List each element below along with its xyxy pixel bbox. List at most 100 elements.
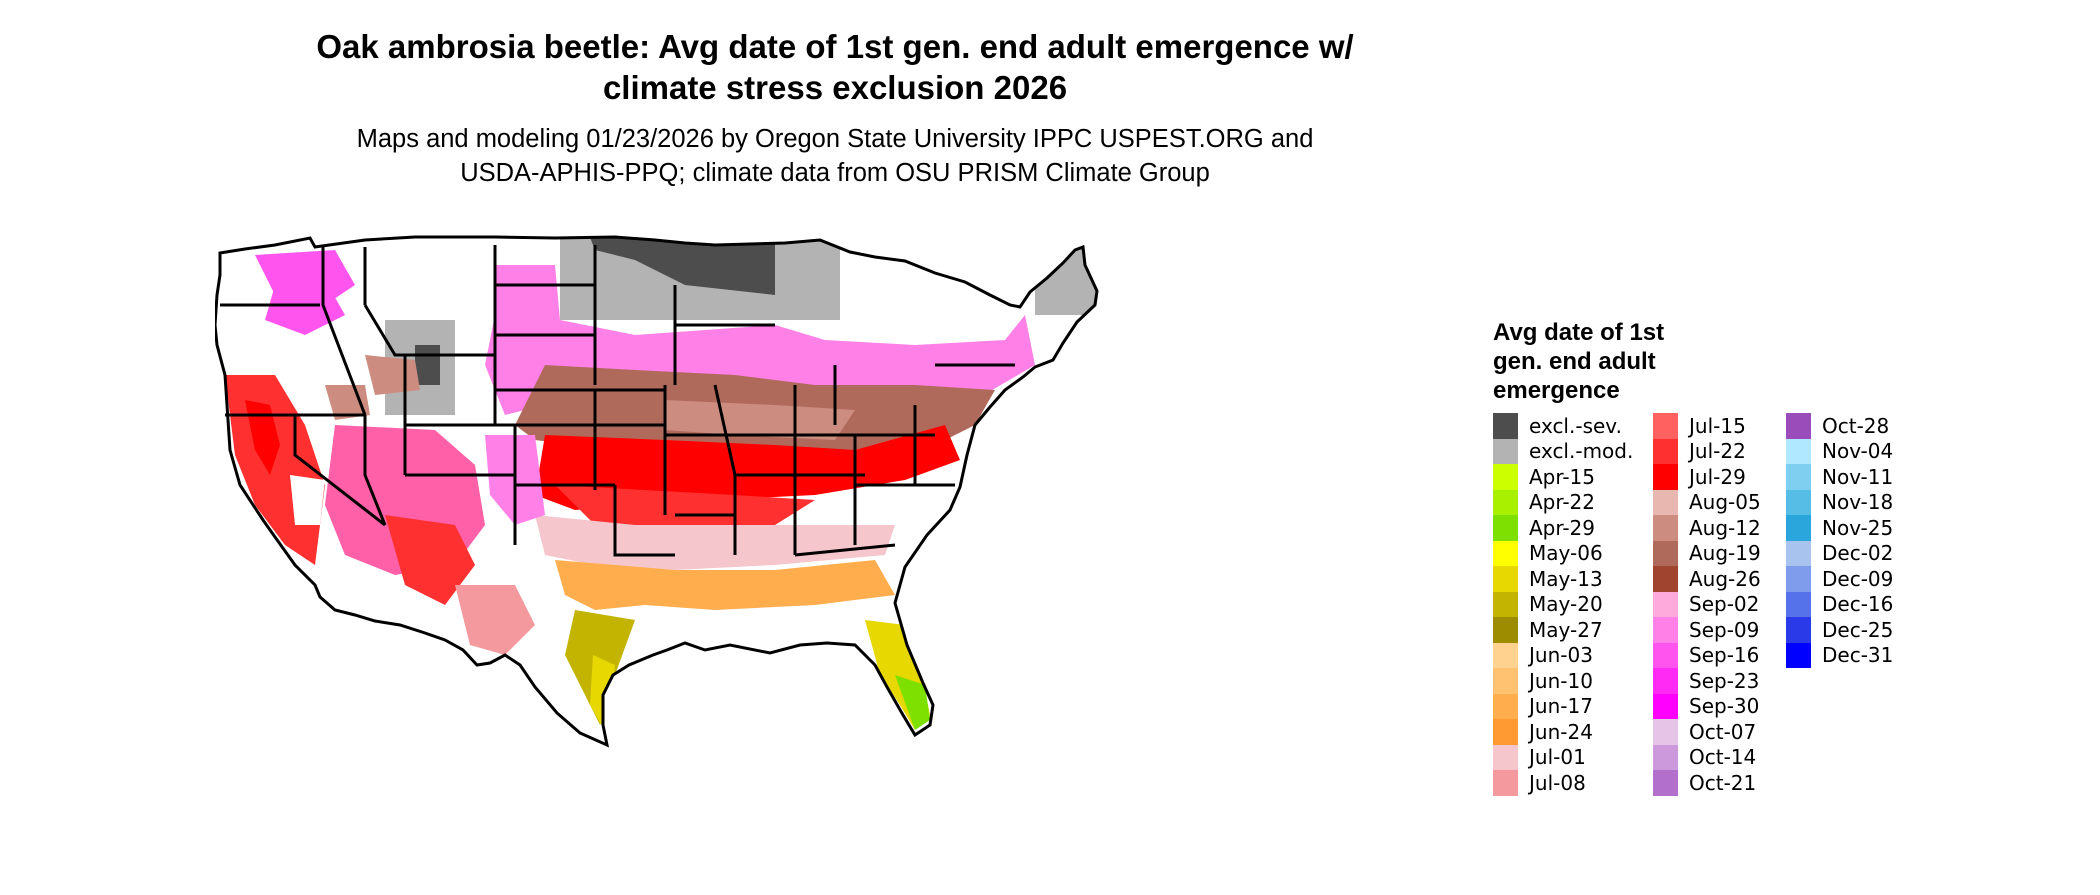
legend-swatch bbox=[1786, 464, 1811, 490]
legend-label: Dec-16 bbox=[1822, 592, 1894, 617]
legend-item: Nov-18 bbox=[1786, 489, 1894, 515]
legend-label: Jul-01 bbox=[1529, 745, 1586, 770]
legend-swatch bbox=[1653, 642, 1678, 668]
legend-item: Dec-25 bbox=[1786, 617, 1893, 643]
legend-label: Apr-22 bbox=[1529, 490, 1595, 515]
legend-label: Sep-23 bbox=[1689, 668, 1760, 693]
legend-swatch bbox=[1493, 770, 1518, 796]
legend-swatch bbox=[1653, 744, 1678, 770]
legend-swatch bbox=[1493, 719, 1518, 745]
legend-swatch bbox=[1493, 744, 1518, 770]
legend-swatch bbox=[1493, 617, 1518, 643]
legend-swatch bbox=[1653, 668, 1678, 694]
legend-item: Sep-16 bbox=[1653, 642, 1761, 668]
legend-column-3: Oct-28 Nov-04 Nov-11 Nov-18 Nov-25 Dec-02 Dec-… bbox=[1786, 413, 1893, 668]
legend-swatch bbox=[1653, 540, 1678, 566]
legend-item: Jun-17 bbox=[1493, 693, 1633, 719]
legend-label: May-06 bbox=[1529, 541, 1603, 566]
legend-title-line: emergence bbox=[1493, 377, 1620, 404]
legend-item: Jun-24 bbox=[1493, 719, 1633, 745]
legend-swatch bbox=[1786, 540, 1811, 566]
legend-item: Nov-11 bbox=[1786, 464, 1893, 490]
legend-item: Dec-31 bbox=[1786, 642, 1894, 668]
legend-swatch bbox=[1493, 438, 1518, 464]
legend-label: Sep-30 bbox=[1689, 694, 1760, 719]
legend-item: May-20 bbox=[1493, 591, 1633, 617]
legend-swatch bbox=[1493, 413, 1518, 439]
legend-label: Aug-12 bbox=[1689, 515, 1761, 540]
legend-swatch bbox=[1493, 693, 1518, 719]
legend-label: May-13 bbox=[1529, 566, 1603, 591]
legend-item: Jul-08 bbox=[1493, 770, 1633, 796]
legend-swatch bbox=[1653, 438, 1678, 464]
legend-label: Nov-25 bbox=[1822, 515, 1894, 540]
legend-item: Sep-30 bbox=[1653, 693, 1761, 719]
legend-label: Jul-29 bbox=[1689, 464, 1746, 489]
state-boundaries bbox=[213, 235, 1099, 748]
legend-item: Aug-05 bbox=[1653, 489, 1761, 515]
legend-label: Apr-15 bbox=[1529, 464, 1595, 489]
legend-item: Jun-10 bbox=[1493, 668, 1633, 694]
legend-swatch bbox=[1493, 566, 1518, 592]
legend-swatch bbox=[1653, 693, 1678, 719]
legend-label: excl.-mod. bbox=[1529, 439, 1634, 464]
map-title: Oak ambrosia beetle: Avg date of 1st gen… bbox=[210, 26, 1460, 108]
legend-item: Jun-03 bbox=[1493, 642, 1633, 668]
emergence-date-zones bbox=[215, 237, 1097, 745]
legend-label: Aug-05 bbox=[1689, 490, 1761, 515]
legend-item: Nov-25 bbox=[1786, 515, 1893, 541]
legend-swatch bbox=[1493, 668, 1518, 694]
legend-item: Dec-02 bbox=[1786, 540, 1893, 566]
legend-label: excl.-sev. bbox=[1529, 413, 1622, 438]
legend-label: Oct-07 bbox=[1689, 719, 1757, 744]
legend-swatch bbox=[1786, 591, 1811, 617]
legend-item: May-06 bbox=[1493, 540, 1633, 566]
legend-item: Apr-15 bbox=[1493, 464, 1633, 490]
map-title-line-1: Oak ambrosia beetle: Avg date of 1st gen… bbox=[316, 28, 1354, 65]
legend-swatch bbox=[1653, 617, 1678, 643]
legend-swatch bbox=[1653, 489, 1678, 515]
legend-label: Sep-02 bbox=[1689, 592, 1760, 617]
legend-item: Nov-04 bbox=[1786, 438, 1894, 464]
legend-item: excl.-sev. bbox=[1493, 413, 1633, 439]
legend-label: Jun-24 bbox=[1529, 719, 1593, 744]
legend-swatch bbox=[1493, 591, 1518, 617]
us-map-svg bbox=[213, 235, 1099, 748]
legend-label: Jul-08 bbox=[1529, 770, 1586, 795]
legend-swatch bbox=[1653, 464, 1678, 490]
legend-item: excl.-mod. bbox=[1493, 438, 1634, 464]
legend-label: May-20 bbox=[1529, 592, 1603, 617]
legend-label: Jul-22 bbox=[1689, 439, 1746, 464]
legend-item: Sep-02 bbox=[1653, 591, 1761, 617]
legend-item: May-27 bbox=[1493, 617, 1633, 643]
legend-swatch bbox=[1786, 515, 1811, 541]
legend-item: Aug-26 bbox=[1653, 566, 1761, 592]
legend-item: Sep-09 bbox=[1653, 617, 1761, 643]
legend-label: Nov-18 bbox=[1822, 490, 1894, 515]
legend-label: Sep-16 bbox=[1689, 643, 1760, 668]
legend-item: Apr-29 bbox=[1493, 515, 1633, 541]
legend-label: Nov-11 bbox=[1822, 464, 1894, 489]
legend-swatch bbox=[1653, 719, 1678, 745]
legend-label: Jul-15 bbox=[1689, 413, 1746, 438]
legend-item: Aug-12 bbox=[1653, 515, 1761, 541]
legend-label: Jun-17 bbox=[1529, 694, 1593, 719]
legend-label: Aug-26 bbox=[1689, 566, 1761, 591]
legend-label: Dec-25 bbox=[1822, 617, 1894, 642]
legend-item: Dec-09 bbox=[1786, 566, 1893, 592]
legend-label: Dec-31 bbox=[1822, 643, 1894, 668]
legend-item: Jul-22 bbox=[1653, 438, 1761, 464]
legend-item: Jul-29 bbox=[1653, 464, 1761, 490]
legend-swatch bbox=[1653, 413, 1678, 439]
legend-label: Oct-28 bbox=[1822, 413, 1890, 438]
legend-label: Nov-04 bbox=[1822, 439, 1894, 464]
legend-item: Aug-19 bbox=[1653, 540, 1761, 566]
legend-item: Apr-22 bbox=[1493, 489, 1633, 515]
legend-swatch bbox=[1786, 438, 1811, 464]
legend-item: Jul-15 bbox=[1653, 413, 1761, 439]
legend-label: Apr-29 bbox=[1529, 515, 1595, 540]
map-subtitle-line-2: USDA-APHIS-PPQ; climate data from OSU PR… bbox=[460, 159, 1210, 187]
legend-label: Dec-09 bbox=[1822, 566, 1894, 591]
legend-label: Jun-03 bbox=[1529, 643, 1593, 668]
legend-label: Jun-10 bbox=[1529, 668, 1593, 693]
